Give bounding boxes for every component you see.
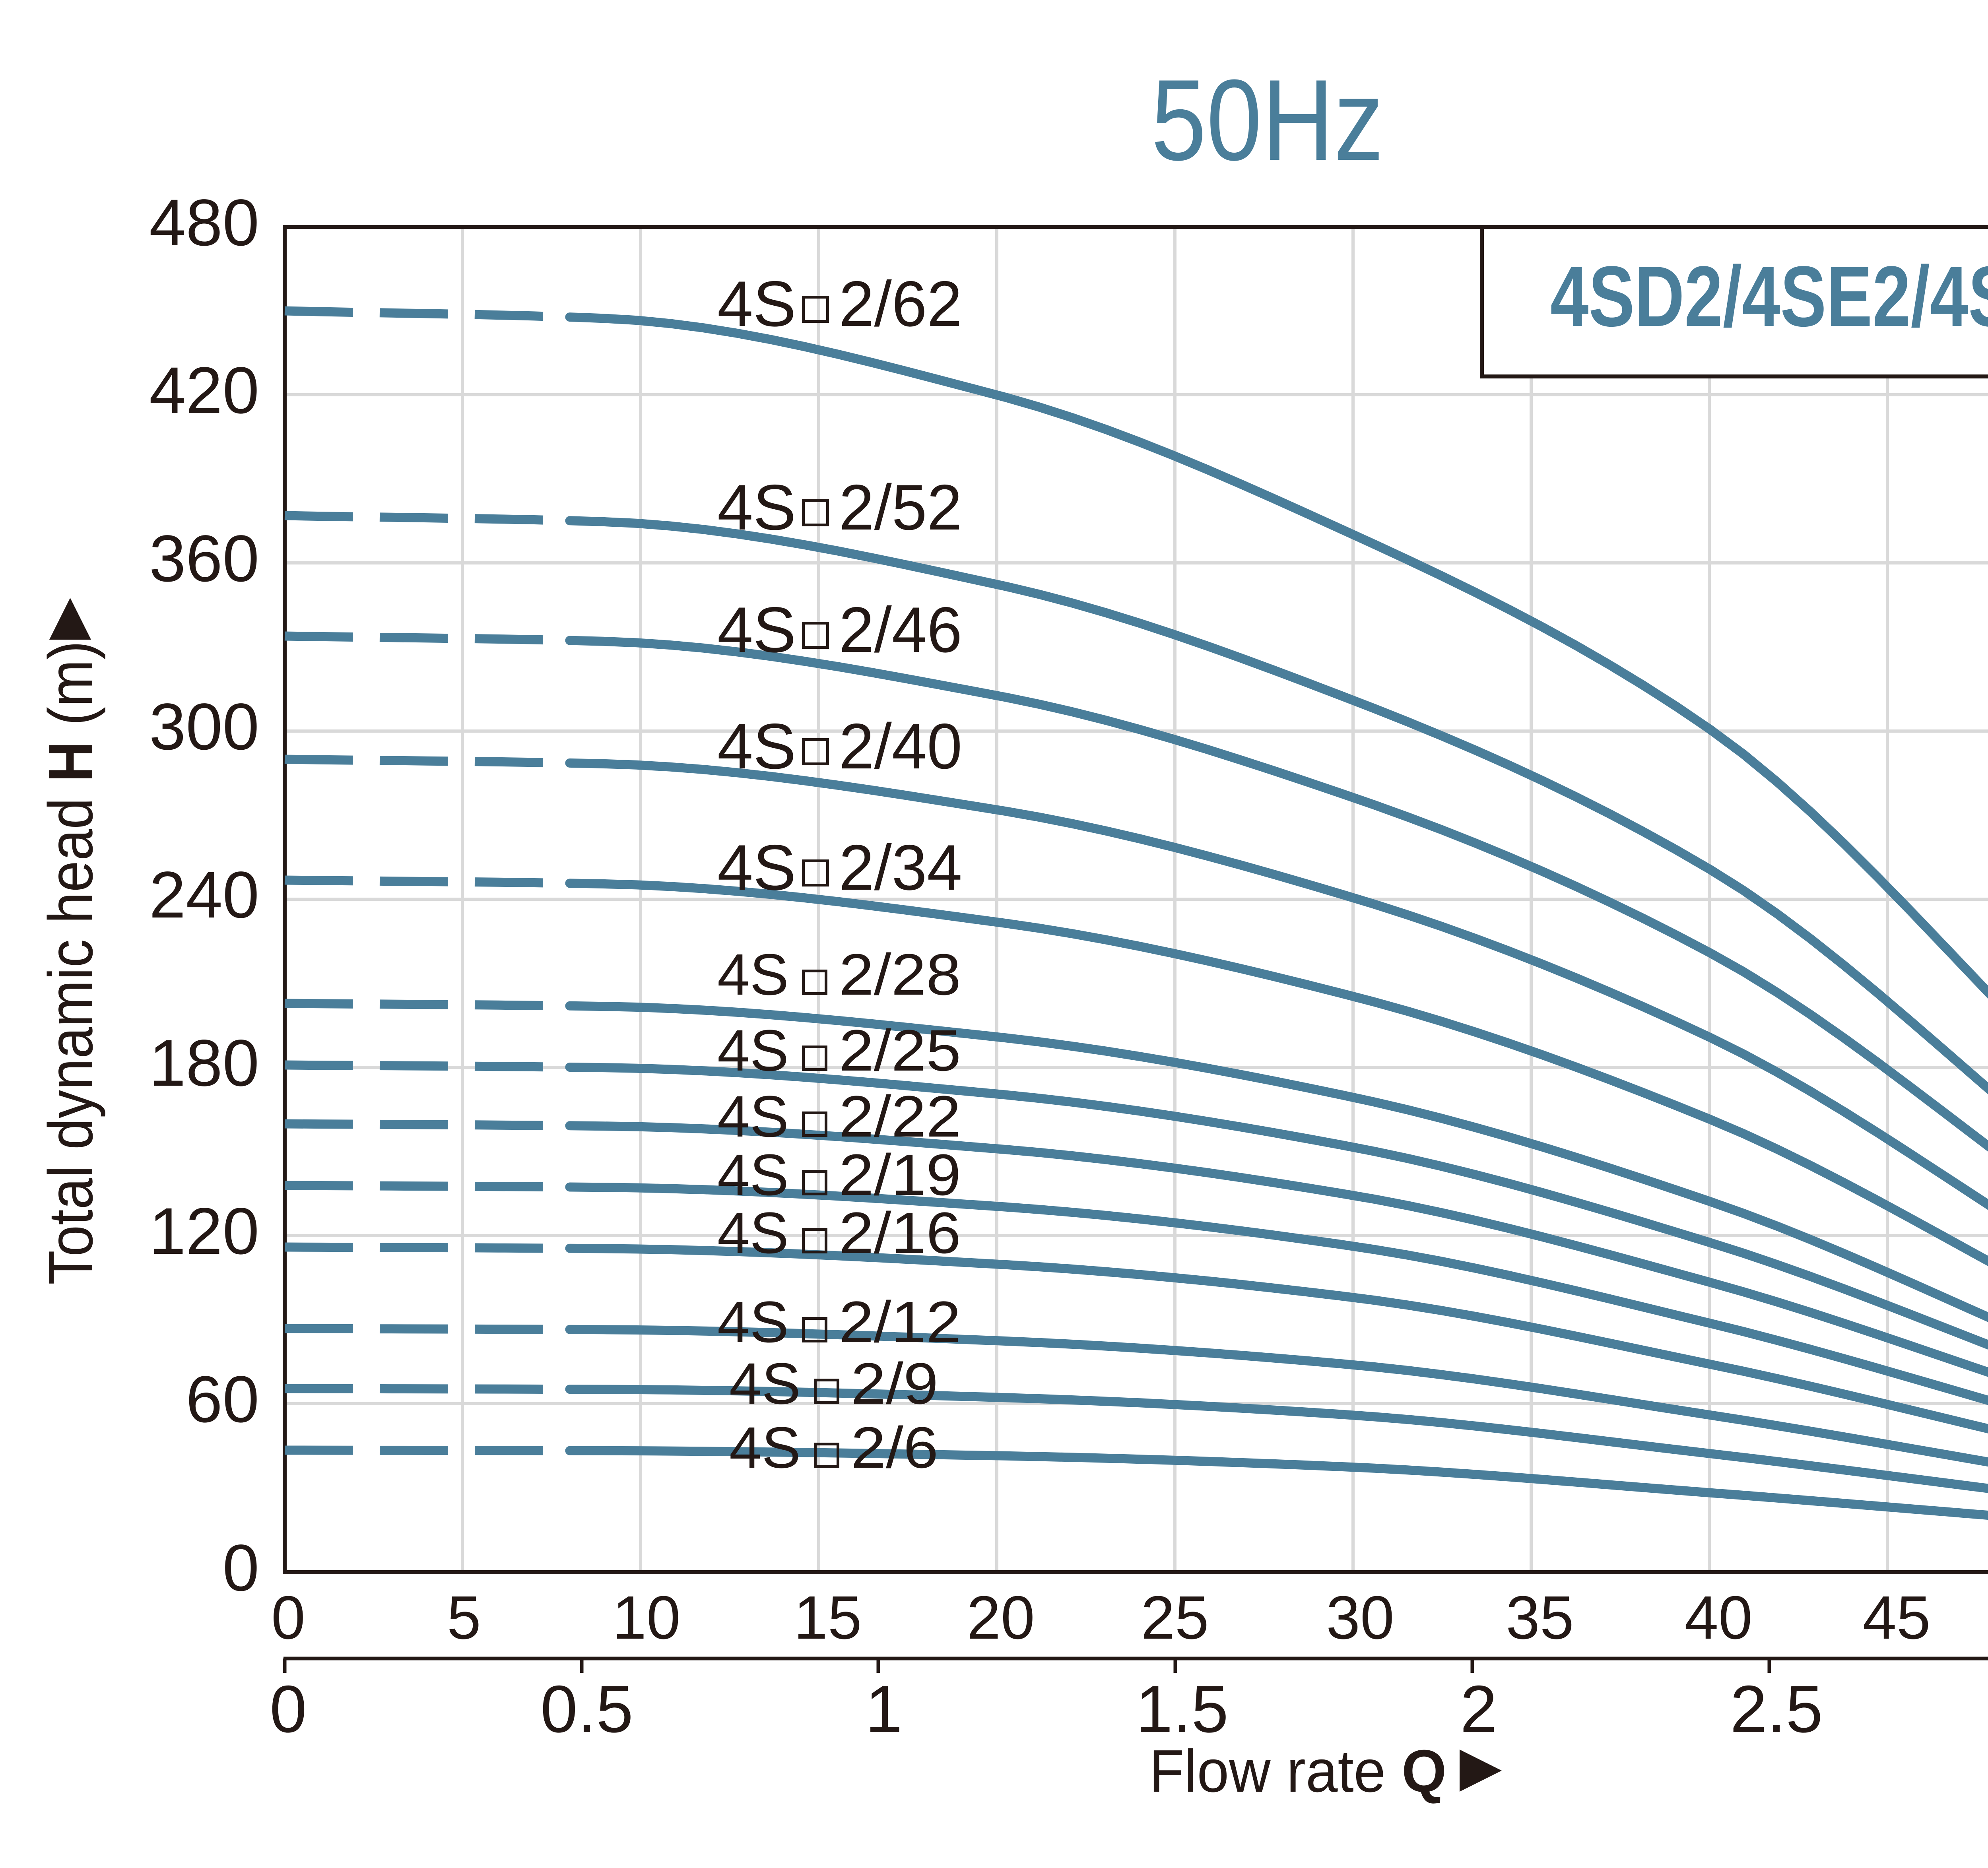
svg-text:300: 300 (149, 690, 259, 764)
svg-text:4S: 4S (717, 832, 796, 904)
svg-text:2/40: 2/40 (839, 710, 962, 782)
svg-text:2/22: 2/22 (839, 1084, 961, 1149)
svg-text:10: 10 (612, 1583, 680, 1652)
svg-text:50Hz: 50Hz (1151, 56, 1384, 184)
svg-text:0: 0 (223, 1531, 259, 1605)
svg-text:30: 30 (1326, 1583, 1394, 1652)
svg-text:2: 2 (1460, 1672, 1497, 1746)
svg-text:360: 360 (149, 522, 259, 596)
svg-text:4S: 4S (717, 710, 796, 782)
svg-text:4S: 4S (717, 1018, 789, 1083)
svg-text:20: 20 (967, 1583, 1035, 1652)
svg-text:5: 5 (447, 1583, 481, 1652)
svg-text:4S: 4S (717, 471, 796, 543)
svg-text:0.5: 0.5 (540, 1672, 633, 1746)
svg-text:2/16: 2/16 (839, 1201, 961, 1266)
svg-text:2/19: 2/19 (839, 1143, 961, 1208)
svg-text:35: 35 (1506, 1583, 1574, 1652)
svg-text:0: 0 (270, 1672, 307, 1746)
svg-text:15: 15 (794, 1583, 862, 1652)
svg-text:2/25: 2/25 (839, 1018, 961, 1083)
svg-text:2/46: 2/46 (839, 594, 962, 666)
svg-text:25: 25 (1141, 1583, 1209, 1652)
svg-text:4S: 4S (717, 594, 796, 666)
svg-text:4S: 4S (729, 1351, 801, 1416)
svg-text:2/52: 2/52 (839, 471, 962, 543)
svg-text:4S: 4S (717, 1201, 789, 1266)
svg-text:4S: 4S (717, 1143, 789, 1208)
svg-text:2.5: 2.5 (1730, 1672, 1823, 1746)
svg-text:4S: 4S (717, 1084, 789, 1149)
svg-text:2/62: 2/62 (839, 268, 962, 340)
svg-text:40: 40 (1684, 1583, 1752, 1652)
svg-text:4S: 4S (717, 942, 789, 1007)
svg-text:2/9: 2/9 (851, 1351, 938, 1416)
svg-text:0: 0 (271, 1583, 305, 1652)
svg-text:60: 60 (186, 1363, 259, 1436)
svg-text:180: 180 (149, 1026, 259, 1100)
svg-text:2/28: 2/28 (839, 942, 961, 1007)
svg-text:2/6: 2/6 (851, 1415, 938, 1480)
svg-text:Flow rate Q: Flow rate Q (1149, 1737, 1446, 1804)
svg-text:240: 240 (149, 858, 259, 932)
svg-text:1: 1 (865, 1672, 902, 1746)
svg-text:Total dynamic head H (m): Total dynamic head H (m) (36, 641, 106, 1285)
svg-text:480: 480 (149, 186, 259, 260)
svg-text:2/12: 2/12 (839, 1290, 961, 1355)
svg-text:4S: 4S (717, 1290, 789, 1355)
svg-text:2/34: 2/34 (839, 832, 962, 904)
svg-text:4S: 4S (717, 268, 796, 340)
svg-text:45: 45 (1862, 1583, 1930, 1652)
svg-text:1.5: 1.5 (1136, 1672, 1229, 1746)
svg-text:4SD2/4SE2/4SB2/4SA2: 4SD2/4SE2/4SB2/4SA2 (1550, 248, 1988, 344)
svg-text:420: 420 (149, 354, 259, 427)
svg-text:120: 120 (149, 1195, 259, 1268)
svg-text:4S: 4S (729, 1415, 801, 1480)
